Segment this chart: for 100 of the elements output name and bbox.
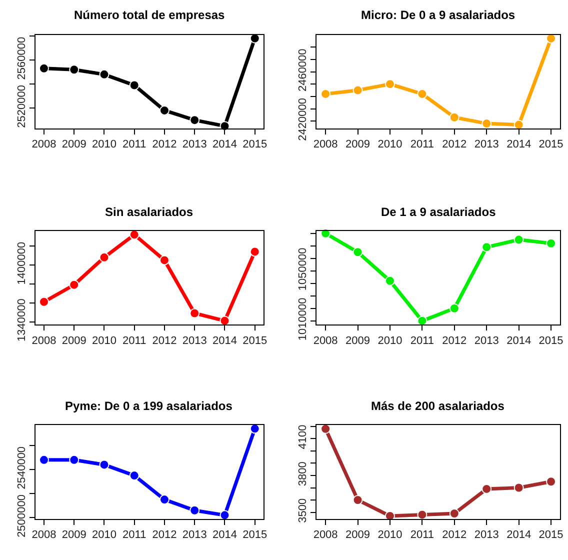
- x-tick-label: 2011: [410, 334, 434, 347]
- point: [417, 316, 428, 326]
- point: [99, 460, 110, 470]
- y-tick-label: 3800: [297, 462, 310, 486]
- x-tick-label: 2011: [410, 138, 434, 151]
- point: [514, 120, 524, 130]
- y-tick-label: 3500: [297, 498, 310, 523]
- y-tick-label: 2500000: [16, 494, 28, 538]
- y-tick-label: 2560000: [16, 36, 28, 80]
- y-tick-label: 1050000: [297, 248, 310, 291]
- point: [69, 454, 80, 465]
- point: [352, 247, 363, 258]
- point: [482, 118, 492, 129]
- x-tick-label: 2011: [122, 528, 146, 541]
- x-tick-label: 2008: [32, 528, 56, 541]
- point: [449, 303, 460, 314]
- x-tick-label: 2010: [92, 334, 116, 347]
- point: [384, 276, 395, 286]
- chart-title: Pyme: De 0 a 199 asalariados: [65, 399, 233, 413]
- point: [99, 252, 110, 262]
- point: [250, 424, 260, 434]
- y-tick-label: 2460000: [297, 48, 310, 92]
- x-tick-label: 2012: [152, 528, 177, 541]
- x-tick-label: 2013: [182, 138, 207, 151]
- y-tick-label: 1340000: [16, 298, 28, 342]
- x-tick-label: 2014: [212, 334, 237, 347]
- x-tick-label: 2015: [538, 528, 564, 541]
- point: [320, 424, 331, 434]
- x-tick-label: 2008: [32, 138, 56, 151]
- x-tick-label: 2009: [62, 334, 86, 347]
- point: [99, 69, 110, 80]
- chart-title: De 1 a 9 asalariados: [381, 205, 496, 219]
- point: [129, 470, 140, 481]
- y-tick-label: 2520000: [16, 85, 28, 128]
- y-tick-label: 2420000: [297, 98, 310, 141]
- x-tick-label: 2015: [242, 138, 268, 151]
- x-tick-label: 2010: [92, 528, 116, 541]
- point: [159, 255, 170, 266]
- point: [417, 510, 428, 520]
- point: [159, 105, 170, 116]
- x-tick-label: 2012: [442, 528, 467, 541]
- point: [220, 316, 230, 326]
- x-tick-label: 2010: [378, 138, 402, 151]
- x-tick-label: 2013: [474, 334, 499, 347]
- x-tick-label: 2010: [378, 334, 402, 347]
- point: [514, 234, 524, 245]
- x-tick-label: 2012: [442, 138, 467, 151]
- x-tick-label: 2013: [474, 138, 499, 151]
- chart-title: Más de 200 asalariados: [371, 399, 505, 413]
- point: [384, 79, 395, 90]
- x-tick-label: 2011: [122, 334, 146, 347]
- x-tick-label: 2009: [62, 138, 86, 151]
- point: [190, 115, 200, 126]
- point: [449, 112, 460, 122]
- point: [38, 454, 49, 465]
- chart-title: Micro: De 0 a 9 asalariados: [361, 8, 516, 22]
- x-tick-label: 2014: [506, 138, 532, 151]
- point: [38, 296, 49, 307]
- point: [546, 238, 556, 248]
- x-tick-label: 2011: [122, 138, 146, 151]
- point: [159, 494, 170, 505]
- point: [129, 230, 140, 240]
- point: [38, 63, 49, 74]
- point: [129, 80, 140, 90]
- chart-title: Sin asalariados: [105, 205, 194, 219]
- x-tick-label: 2014: [506, 334, 532, 347]
- point: [482, 242, 492, 252]
- point: [352, 85, 363, 96]
- x-tick-label: 2009: [346, 138, 370, 151]
- point: [190, 505, 200, 516]
- x-tick-label: 2010: [92, 138, 116, 151]
- point: [69, 64, 80, 75]
- y-tick-label: 1010000: [297, 298, 310, 341]
- x-tick-label: 2009: [346, 528, 370, 541]
- x-tick-label: 2008: [32, 334, 56, 347]
- x-tick-label: 2012: [442, 334, 467, 347]
- x-tick-label: 2009: [346, 334, 370, 347]
- point: [417, 88, 428, 99]
- x-tick-label: 2014: [212, 528, 237, 541]
- x-tick-label: 2012: [152, 334, 177, 347]
- y-tick-label: 1400000: [16, 242, 28, 285]
- x-tick-label: 2013: [182, 528, 207, 541]
- x-tick-label: 2012: [152, 138, 177, 151]
- x-tick-label: 2010: [378, 528, 402, 541]
- x-tick-label: 2014: [506, 528, 532, 541]
- x-tick-label: 2011: [410, 528, 434, 541]
- point: [320, 88, 331, 99]
- x-tick-label: 2015: [242, 528, 268, 541]
- chart-title: Número total de empresas: [74, 8, 226, 22]
- point: [220, 510, 230, 520]
- x-tick-label: 2013: [182, 334, 207, 347]
- point: [250, 246, 260, 257]
- point: [352, 495, 363, 506]
- x-tick-label: 2008: [313, 528, 338, 541]
- x-tick-label: 2015: [242, 334, 268, 347]
- x-tick-label: 2014: [212, 138, 237, 151]
- x-tick-label: 2009: [62, 528, 86, 541]
- point: [482, 484, 492, 494]
- x-tick-label: 2008: [313, 138, 338, 151]
- y-tick-label: 2540000: [16, 446, 28, 490]
